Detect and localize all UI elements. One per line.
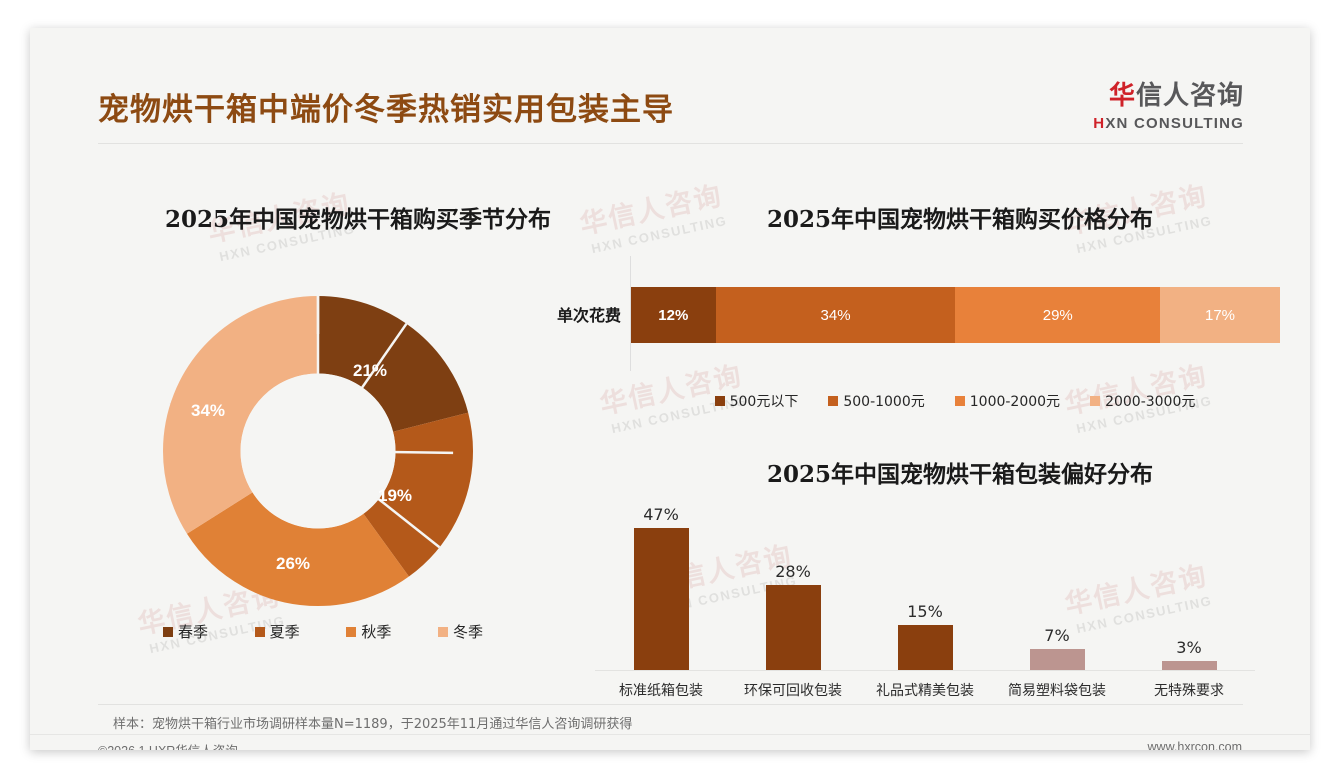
bar-rect[interactable] <box>897 625 953 670</box>
legend-item-under500[interactable]: 500元以下 <box>714 391 799 411</box>
price-chart-legend: 500元以下 500-1000元 1000-2000元 2000-3000元 <box>630 391 1280 411</box>
bar-value-label: 3% <box>1176 638 1202 657</box>
company-logo: 华信人咨询 HXN CONSULTING <box>1093 83 1244 131</box>
legend-label: 冬季 <box>452 623 483 641</box>
packaging-column-simple-plastic[interactable]: 7% <box>991 626 1123 670</box>
legend-swatch-icon <box>163 626 173 637</box>
slide-canvas: 华信人咨询 HXN CONSULTING 华信人咨询 HXN CONSULTIN… <box>30 28 1310 750</box>
packaging-column-standard-carton[interactable]: 47% <box>595 505 727 670</box>
bar-rect[interactable] <box>1029 649 1085 670</box>
logo-english-text: HXN CONSULTING <box>1093 116 1244 131</box>
packaging-baseline <box>595 670 1255 671</box>
legend-item-summer[interactable]: 夏季 <box>254 621 300 642</box>
packaging-axis-label: 环保可回收包装 <box>744 683 842 699</box>
legend-swatch-icon <box>1090 396 1101 406</box>
legend-swatch-icon <box>828 396 839 406</box>
legend-label: 春季 <box>178 623 209 641</box>
donut-chart: 21% 19% 26% 34% <box>163 296 473 606</box>
bar-rect[interactable] <box>765 585 821 670</box>
logo-cn-rest: 信人咨询 <box>1135 81 1244 111</box>
bar-value-label: 7% <box>1044 626 1070 645</box>
donut-chart-title: 2025年中国宠物烘干箱购买季节分布 <box>164 206 551 233</box>
legend-label: 500元以下 <box>729 394 799 410</box>
page-title: 宠物烘干箱中端价冬季热销实用包装主导 <box>98 92 674 128</box>
legend-label: 秋季 <box>361 623 392 641</box>
logo-chinese-text: 华信人咨询 <box>1093 83 1244 109</box>
legend-swatch-icon <box>954 396 965 406</box>
legend-item-500-1000[interactable]: 500-1000元 <box>828 391 925 411</box>
price-stacked-bar-chart: 单次花费 12% 34% 29% 17% <box>557 256 1280 371</box>
legend-label: 1000-2000元 <box>969 394 1061 410</box>
packaging-column-no-preference[interactable]: 3% <box>1123 638 1255 670</box>
donut-label-winter: 34% <box>191 401 226 420</box>
logo-en-red-char: H <box>1093 115 1106 132</box>
bar-value-label: 47% <box>643 505 679 524</box>
price-chart-title: 2025年中国宠物烘干箱购买价格分布 <box>766 206 1153 233</box>
legend-swatch-icon <box>714 396 725 406</box>
legend-swatch-icon <box>254 626 265 637</box>
copyright-text: ©2026.1 HXR华信人咨询 <box>98 740 238 750</box>
donut-label-summer: 19% <box>378 486 413 505</box>
price-segment-2000-3000[interactable]: 17% <box>1160 287 1280 343</box>
bar-value-label: 28% <box>775 562 811 581</box>
legend-item-winter[interactable]: 冬季 <box>437 621 483 642</box>
packaging-bar-chart: 47% 28% 15% 7% 3% 标准纸箱包装 环保可回收包装 礼品式精美包装… <box>595 498 1255 708</box>
price-category-label: 单次花费 <box>556 306 621 325</box>
donut-hole <box>240 373 396 529</box>
bar-value-label: 15% <box>907 602 943 621</box>
legend-swatch-icon <box>346 626 357 637</box>
legend-item-1000-2000[interactable]: 1000-2000元 <box>954 391 1061 411</box>
website-url[interactable]: www.hxrcon.com <box>1147 740 1242 750</box>
packaging-column-gift-premium[interactable]: 15% <box>859 602 991 670</box>
logo-en-rest: XN CONSULTING <box>1105 115 1244 132</box>
legend-label: 2000-3000元 <box>1105 394 1196 410</box>
legend-label: 500-1000元 <box>843 394 925 410</box>
bar-rect[interactable] <box>633 528 689 670</box>
price-axis-line <box>630 256 631 371</box>
legend-item-2000-3000[interactable]: 2000-3000元 <box>1090 391 1195 411</box>
header-divider <box>98 143 1243 144</box>
packaging-axis-label: 无特殊要求 <box>1154 683 1224 699</box>
donut-label-spring: 21% <box>353 361 388 380</box>
packaging-axis-label: 礼品式精美包装 <box>876 683 974 699</box>
footer-divider <box>30 734 1310 735</box>
packaging-axis-label: 标准纸箱包装 <box>619 683 703 699</box>
legend-item-autumn[interactable]: 秋季 <box>346 621 391 642</box>
donut-slice-autumn <box>163 296 473 606</box>
bar-rect[interactable] <box>1161 661 1217 670</box>
packaging-column-eco-recyclable[interactable]: 28% <box>727 562 859 670</box>
donut-chart-svg <box>163 296 473 606</box>
slide-footer: ©2026.1 HXR华信人咨询 www.hxrcon.com <box>30 734 1310 750</box>
legend-label: 夏季 <box>269 623 300 641</box>
packaging-axis-label: 简易塑料袋包装 <box>1008 683 1106 699</box>
legend-swatch-icon <box>437 626 448 637</box>
legend-item-spring[interactable]: 春季 <box>163 621 208 642</box>
slide-header: 宠物烘干箱中端价冬季热销实用包装主导 华信人咨询 HXN CONSULTING <box>30 28 1310 144</box>
price-segment-1000-2000[interactable]: 29% <box>955 287 1161 343</box>
donut-chart-legend: 春季 夏季 秋季 冬季 <box>163 621 483 642</box>
footnote-divider <box>98 704 1243 705</box>
donut-label-autumn: 26% <box>276 554 311 573</box>
sample-note: 样本：宠物烘干箱行业市场调研样本量N=1189，于2025年11月通过华信人咨询… <box>113 717 633 732</box>
price-segment-500-1000[interactable]: 34% <box>715 287 956 343</box>
packaging-chart-title: 2025年中国宠物烘干箱包装偏好分布 <box>766 461 1153 488</box>
price-stacked-bar: 12% 34% 29% 17% <box>631 287 1280 343</box>
price-segment-under500[interactable]: 12% <box>631 287 716 343</box>
donut-slice-summer <box>163 296 473 606</box>
logo-cn-red-char: 华 <box>1108 81 1136 111</box>
